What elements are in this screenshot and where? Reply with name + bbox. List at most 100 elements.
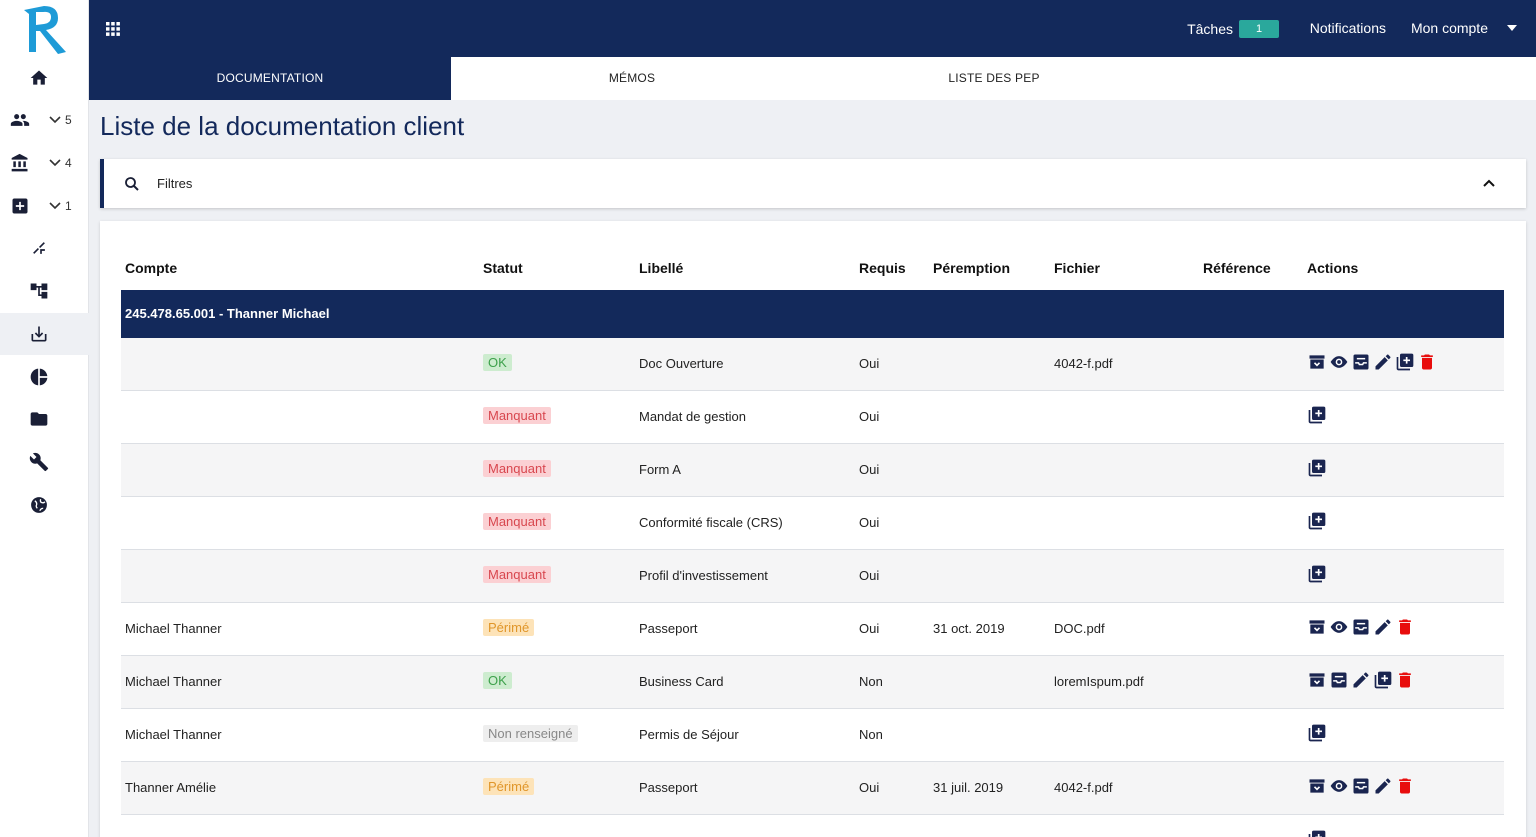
tab-memos[interactable]: MÉMOS [608,71,656,85]
table-row[interactable]: OK Doc Ouverture Oui 4042-f.pdf [121,338,1504,391]
chevron-down-icon[interactable] [48,156,62,170]
column-header-peremption[interactable]: Péremption [933,260,1011,276]
column-header-statut[interactable]: Statut [483,260,523,276]
add-copy-icon[interactable] [1307,564,1327,584]
add-copy-icon[interactable] [1395,352,1415,372]
cell-requis: Oui [859,780,880,795]
people-icon [10,114,30,126]
tab-documentation[interactable]: DOCUMENTATION [89,57,451,100]
sidebar-item-transfer[interactable] [0,227,89,269]
caret-down-icon[interactable] [1506,24,1518,32]
sidebar-item-hierarchy[interactable] [0,270,89,312]
cell-compte: Michael Thanner [125,727,222,742]
sidebar-count: 1 [65,199,72,213]
cell-libelle: Business Card [639,674,724,689]
table-row[interactable]: Manquant Conformité fiscale (CRS) Oui [121,497,1504,550]
column-header-requis[interactable]: Requis [859,260,906,276]
sidebar-count: 4 [65,156,72,170]
app-logo[interactable] [18,2,70,56]
table-row[interactable]: Thanner Amélie Périmé Passeport Oui 31 juil.… [121,762,1504,815]
status-badge: OK [483,672,512,689]
folder-icon [30,412,48,426]
inbox-icon[interactable] [1351,352,1371,372]
add-copy-icon[interactable] [1307,511,1327,531]
column-header-fichier[interactable]: Fichier [1054,260,1100,276]
sidebar-item-folders[interactable] [0,398,89,440]
chevron-down-icon[interactable] [48,113,62,127]
column-header-reference[interactable]: Référence [1203,260,1271,276]
inbox-icon[interactable] [1329,670,1349,690]
status-badge: OK [483,354,512,371]
home-icon [30,70,48,85]
archive-icon[interactable] [1307,776,1327,796]
cell-fichier: 4042-f.pdf [1054,780,1113,795]
sidebar-item-documentation[interactable] [0,313,89,355]
add-copy-icon[interactable] [1307,723,1327,743]
filter-panel[interactable]: Filtres [100,159,1526,208]
bank-icon [11,153,28,172]
chevron-down-icon[interactable] [48,199,62,213]
trash-icon[interactable] [1395,776,1415,796]
sidebar-item-people[interactable]: 5 [0,99,89,141]
archive-icon[interactable] [1307,352,1327,372]
status-badge: Périmé [483,778,535,795]
pencil-icon[interactable] [1373,776,1393,796]
cell-compte: Michael Thanner [125,674,222,689]
trash-icon[interactable] [1395,670,1415,690]
chevron-up-icon[interactable] [1482,177,1496,189]
sidebar-item-charts[interactable] [0,356,89,398]
table-row[interactable]: Michael Thanner OK Business Card Non loremIs… [121,656,1504,709]
notifications-button[interactable]: Notifications [1309,20,1386,36]
inbox-icon[interactable] [1351,776,1371,796]
column-header-compte[interactable]: Compte [125,260,178,276]
tasks-button[interactable]: Tâches 1 [1187,20,1279,38]
add-copy-icon[interactable] [1373,670,1393,690]
eye-icon[interactable] [1329,352,1349,372]
table-row[interactable] [121,815,1504,837]
add-copy-icon[interactable] [1307,458,1327,478]
row-actions [1307,405,1327,425]
cell-libelle: Conformité fiscale (CRS) [639,515,783,530]
apps-grid-icon[interactable] [105,21,121,37]
table-row[interactable]: Manquant Mandat de gestion Oui [121,391,1504,444]
table-row[interactable]: Manquant Profil d'investissement Oui [121,550,1504,603]
cell-requis: Oui [859,462,880,477]
cell-compte: Thanner Amélie [125,780,217,795]
account-group-row[interactable]: 245.478.65.001 - Thanner Michael [121,290,1504,338]
account-menu-button[interactable]: Mon compte [1410,20,1488,36]
column-header-libelle[interactable]: Libellé [639,260,684,276]
trash-icon[interactable] [1417,352,1437,372]
cell-peremption: 31 juil. 2019 [933,780,1004,795]
row-actions [1307,564,1327,584]
sidebar-item-world[interactable] [0,484,89,526]
tab-pep-list[interactable]: LISTE DES PEP [948,71,1040,85]
cell-libelle: Doc Ouverture [639,356,724,371]
sidebar-item-bank[interactable]: 4 [0,142,89,184]
status-badge: Manquant [483,460,551,477]
sidebar-item-home[interactable] [0,57,89,99]
trash-icon[interactable] [1395,617,1415,637]
pencil-icon[interactable] [1373,352,1393,372]
sidebar-count: 5 [65,113,72,127]
pie-chart-icon [30,368,48,386]
archive-icon[interactable] [1307,670,1327,690]
sidebar-item-tools[interactable] [0,441,89,483]
add-box-icon [12,198,28,214]
page-title: Liste de la documentation client [100,111,465,141]
row-actions [1307,723,1327,743]
table-row[interactable]: Manquant Form A Oui [121,444,1504,497]
add-copy-icon[interactable] [1307,829,1327,837]
table-row[interactable]: Michael Thanner Périmé Passeport Oui 31 oct.… [121,603,1504,656]
cell-requis: Oui [859,621,880,636]
eye-icon[interactable] [1329,617,1349,637]
tab-bar: DOCUMENTATION MÉMOS LISTE DES PEP [89,57,1536,100]
pencil-icon[interactable] [1373,617,1393,637]
inbox-icon[interactable] [1351,617,1371,637]
pencil-icon[interactable] [1351,670,1371,690]
archive-icon[interactable] [1307,617,1327,637]
eye-icon[interactable] [1329,776,1349,796]
table-row[interactable]: Michael Thanner Non renseigné Permis de Sé… [121,709,1504,762]
add-copy-icon[interactable] [1307,405,1327,425]
status-badge: Périmé [483,619,535,636]
sidebar-item-add[interactable]: 1 [0,185,89,227]
